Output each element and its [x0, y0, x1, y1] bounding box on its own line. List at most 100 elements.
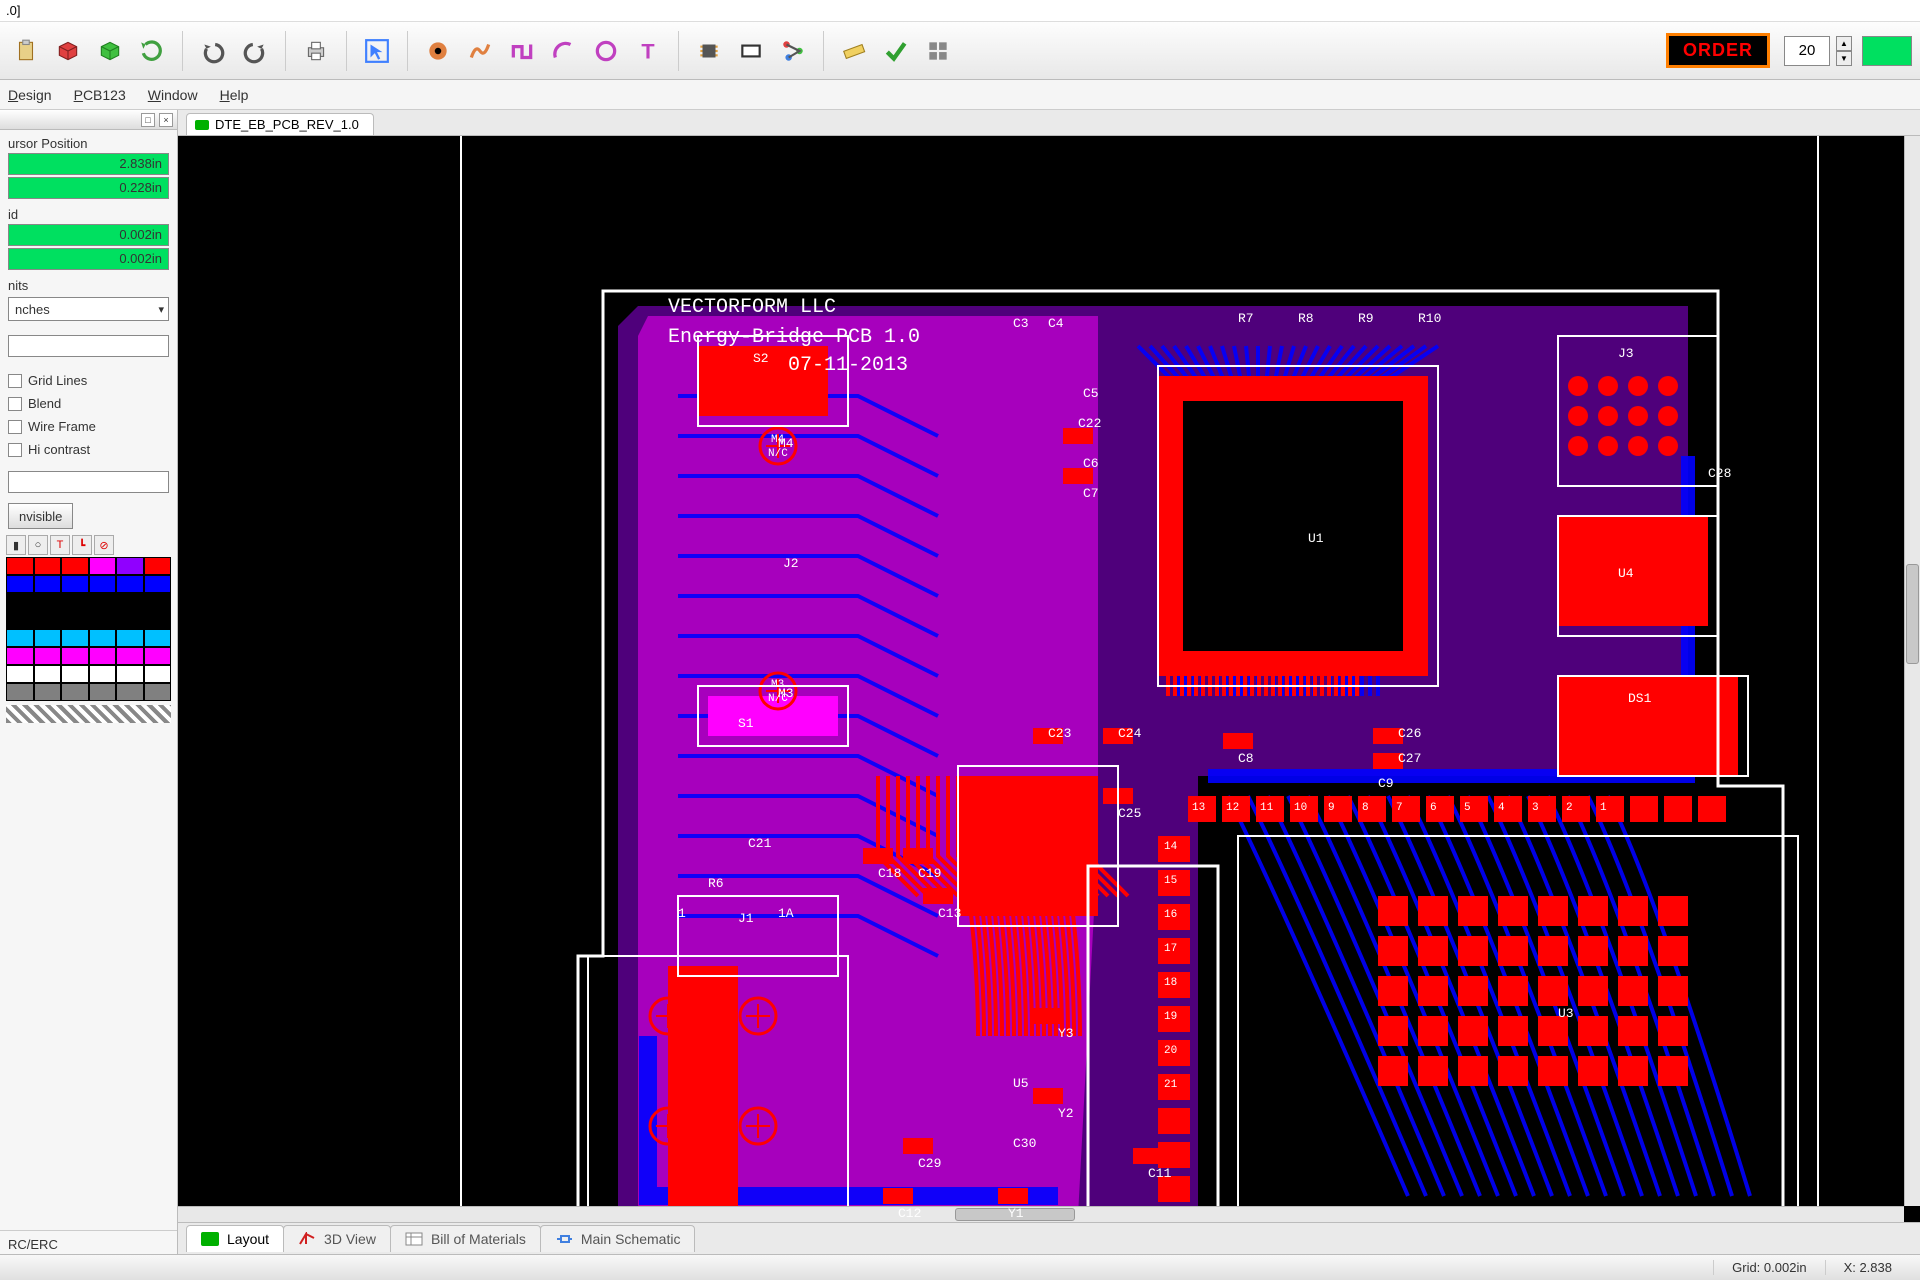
silk-text: C21	[748, 836, 771, 851]
print-icon[interactable]	[298, 33, 334, 69]
spin-down[interactable]: ▼	[1836, 51, 1852, 66]
vertical-scrollbar[interactable]	[1904, 136, 1920, 1206]
hatch-row-1[interactable]	[6, 705, 171, 723]
silk-text: C6	[1083, 456, 1099, 471]
status-bar: Grid: 0.002in X: 2.838	[0, 1254, 1920, 1280]
document-tab[interactable]: DTE_EB_PCB_REV_1.0	[186, 113, 374, 135]
view-tab-bill-of-materials[interactable]: Bill of Materials	[390, 1225, 541, 1252]
silk-text: 5	[1464, 802, 1471, 814]
silk-text: 21	[1164, 1079, 1177, 1091]
menu-pcb123[interactable]: PCB123	[74, 87, 126, 103]
order-button[interactable]: ORDER	[1666, 33, 1770, 68]
polyline-icon[interactable]	[504, 33, 540, 69]
panel-minimize-button[interactable]: □	[141, 113, 155, 127]
arc-icon[interactable]	[546, 33, 582, 69]
silk-text: C8	[1238, 751, 1254, 766]
checkbox-wire-frame[interactable]	[8, 420, 22, 434]
silk-text: 17	[1164, 943, 1177, 955]
silk-text: C23	[1048, 726, 1071, 741]
route-icon[interactable]	[462, 33, 498, 69]
cursor-x-value: 2.838in	[8, 153, 169, 175]
silk-text: C3	[1013, 316, 1029, 331]
silk-text: C12	[898, 1206, 921, 1221]
silk-text: R10	[1418, 311, 1441, 326]
silk-text: 19	[1164, 1011, 1177, 1023]
paste-icon[interactable]	[8, 33, 44, 69]
component-green-icon[interactable]	[92, 33, 128, 69]
document-tab-label: DTE_EB_PCB_REV_1.0	[215, 117, 359, 132]
undo-icon[interactable]	[195, 33, 231, 69]
dip-icon[interactable]	[691, 33, 727, 69]
status-x: X: 2.838	[1825, 1260, 1910, 1275]
measure-icon[interactable]	[836, 33, 872, 69]
grid-x-value[interactable]: 0.002in	[8, 224, 169, 246]
layer-tool-1[interactable]: ▮	[6, 535, 26, 555]
title-bar: .0]	[0, 0, 1920, 22]
silk-text: C27	[1398, 751, 1421, 766]
units-label: nits	[8, 278, 169, 293]
view-tab-layout[interactable]: Layout	[186, 1225, 284, 1252]
silk-text: Y3	[1058, 1026, 1074, 1041]
layer-tool-5[interactable]: ⊘	[94, 535, 114, 555]
net-icon[interactable]	[775, 33, 811, 69]
silk-text: C25	[1118, 806, 1141, 821]
checkbox-label: Wire Frame	[28, 419, 96, 434]
select-icon[interactable]	[359, 33, 395, 69]
redo-icon[interactable]	[237, 33, 273, 69]
document-tab-bar: DTE_EB_PCB_REV_1.0	[178, 110, 1920, 136]
silk-text: 7	[1396, 802, 1403, 814]
menu-bar: Design PCB123 Window Help	[0, 80, 1920, 110]
settings-icon[interactable]	[920, 33, 956, 69]
checkbox-blend[interactable]	[8, 397, 22, 411]
horizontal-scrollbar[interactable]	[178, 1206, 1904, 1222]
silk-text: S1	[738, 716, 754, 731]
drc-icon[interactable]	[878, 33, 914, 69]
menu-design[interactable]: Design	[8, 87, 52, 103]
component-red-icon[interactable]	[50, 33, 86, 69]
pcb-canvas[interactable]: VECTORFORM LLCEnergy-Bridge PCB 1.007-11…	[178, 136, 1920, 1222]
layer-tool-4[interactable]: ┗	[72, 535, 92, 555]
spin-up[interactable]: ▲	[1836, 36, 1852, 51]
silk-text: R7	[1238, 311, 1254, 326]
invisible-button[interactable]: nvisible	[8, 503, 73, 529]
layer-tool-2[interactable]: ○	[28, 535, 48, 555]
silk-text: C29	[918, 1156, 941, 1171]
layer-tool-3[interactable]: T	[50, 535, 70, 555]
checkbox-hi-contrast[interactable]	[8, 443, 22, 457]
filter-input[interactable]	[8, 335, 169, 357]
grid-y-value[interactable]: 0.002in	[8, 248, 169, 270]
view-tab-main-schematic[interactable]: Main Schematic	[540, 1225, 696, 1252]
silk-text: C24	[1118, 726, 1141, 741]
silk-text: R9	[1358, 311, 1374, 326]
circle-icon[interactable]	[588, 33, 624, 69]
view-tabs: Layout3D ViewBill of MaterialsMain Schem…	[178, 1222, 1920, 1254]
silk-text: C13	[938, 906, 961, 921]
view-tab-3d-view[interactable]: 3D View	[283, 1225, 391, 1252]
units-combo[interactable]: nches	[8, 297, 169, 321]
panel-close-button[interactable]: ×	[159, 113, 173, 127]
silk-text: N/C	[768, 448, 788, 460]
rect-icon[interactable]	[733, 33, 769, 69]
silk-text: J3	[1618, 346, 1634, 361]
silk-text: DS1	[1628, 691, 1651, 706]
silk-text: J1	[738, 911, 754, 926]
silk-text: C26	[1398, 726, 1421, 741]
silk-text: R6	[708, 876, 724, 891]
silk-text: Energy-Bridge PCB 1.0	[668, 326, 920, 349]
layer-palette[interactable]	[0, 557, 177, 701]
menu-window[interactable]: Window	[148, 87, 198, 103]
checkbox-grid-lines[interactable]	[8, 374, 22, 388]
silk-text: 1A	[778, 906, 794, 921]
silk-text: U4	[1618, 566, 1634, 581]
text-icon[interactable]: T	[630, 33, 666, 69]
layer-filter-input[interactable]	[8, 471, 169, 493]
via-icon[interactable]	[420, 33, 456, 69]
silk-text: C18	[878, 866, 901, 881]
menu-help[interactable]: Help	[220, 87, 249, 103]
silk-text: C9	[1378, 776, 1394, 791]
silk-text: 15	[1164, 875, 1177, 887]
silk-text: 14	[1164, 841, 1177, 853]
layer-count-field[interactable]: 20	[1784, 36, 1830, 66]
checkbox-label: Hi contrast	[28, 442, 90, 457]
refresh-icon[interactable]	[134, 33, 170, 69]
